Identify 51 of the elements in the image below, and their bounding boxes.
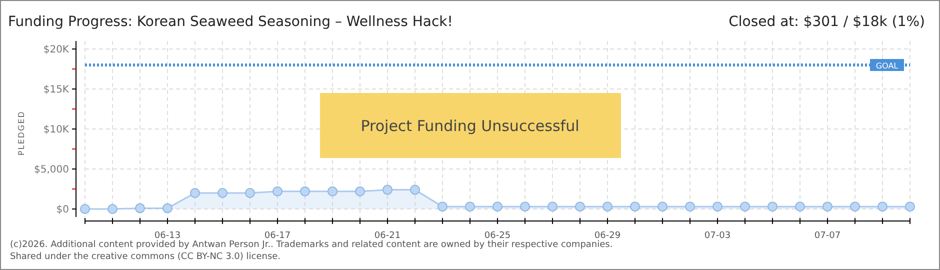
point	[190, 188, 200, 198]
point	[272, 186, 282, 196]
point	[712, 202, 722, 212]
notice-box: Project Funding Unsuccessful	[320, 93, 621, 158]
x-tick-label: 06-17	[264, 231, 291, 241]
point	[355, 186, 365, 196]
point	[905, 202, 915, 212]
y-tick-label: $20K	[43, 44, 70, 56]
point	[658, 202, 668, 212]
x-tick-label: 06-21	[374, 231, 401, 241]
point	[245, 188, 255, 198]
y-tick-label: $10K	[43, 124, 70, 136]
point	[108, 204, 118, 214]
y-tick-label: $5,000	[34, 164, 69, 176]
point	[685, 202, 695, 212]
point	[822, 202, 832, 212]
point	[575, 202, 585, 212]
x-tick-label: 06-29	[594, 231, 621, 241]
y-tick-label: $0	[56, 204, 69, 216]
x-tick-label: 07-03	[704, 231, 731, 241]
chart-title: Funding Progress: Korean Seaweed Seasoning – Wellness Hack!	[8, 14, 453, 30]
annotation: Project Funding Unsuccessful	[360, 117, 580, 135]
point	[300, 186, 310, 196]
ref-line-label: GOAL	[876, 62, 899, 70]
text: Closed at: $301 / $18k (1%)	[728, 14, 925, 30]
x-tick-label: 06-13	[154, 231, 181, 241]
point	[465, 202, 475, 212]
text: Shared under the creative commons (CC BY-NC 3.0) license.	[10, 252, 281, 262]
point	[135, 203, 145, 214]
point	[492, 202, 502, 212]
point	[382, 184, 392, 195]
y-tick-label: $15K	[43, 84, 70, 96]
point	[162, 203, 172, 214]
x-tick-label: 07-07	[814, 231, 841, 241]
point	[768, 202, 778, 212]
point	[438, 202, 448, 212]
point	[630, 202, 640, 212]
point	[410, 184, 420, 195]
point	[328, 186, 338, 196]
point	[850, 202, 860, 212]
point	[878, 202, 888, 212]
point	[795, 202, 805, 212]
text: (c)2026. Additional content provided by Antwan Person Jr.. Trademarks and related content are owned by their respective companies.	[10, 240, 613, 250]
point	[740, 202, 750, 212]
point	[218, 188, 228, 198]
point	[602, 202, 612, 212]
y-axis-title: PLEDGED	[17, 110, 26, 156]
point	[520, 202, 530, 212]
x-tick-label: 06-25	[484, 231, 511, 241]
point	[548, 202, 558, 212]
point	[80, 204, 90, 214]
